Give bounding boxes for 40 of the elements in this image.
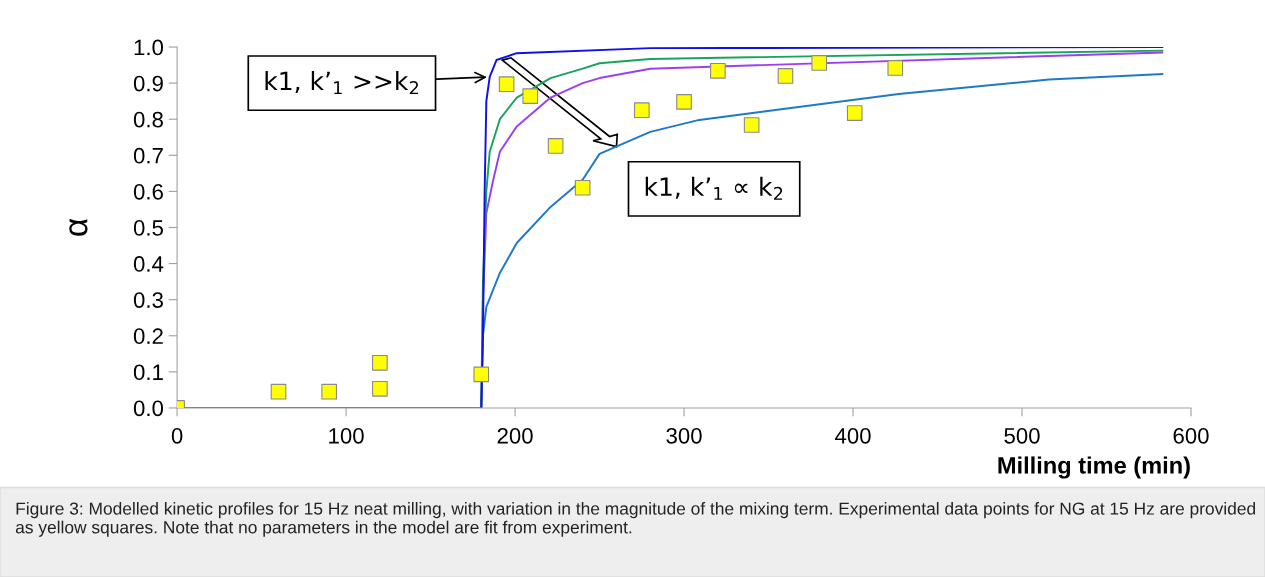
x-tick-label: 400 (835, 427, 871, 444)
y-axis-title: α (69, 218, 88, 236)
y-tick-label: 0.2 (133, 328, 163, 345)
point (887, 60, 904, 76)
x-axis-title: Milling time (min) (998, 456, 1190, 479)
point (522, 88, 539, 104)
point (547, 138, 564, 154)
y-tick-label: 0.6 (133, 183, 163, 200)
point (498, 76, 515, 93)
point (811, 55, 828, 71)
x-tick-label: 200 (497, 427, 533, 444)
x-tick-label: 500 (1004, 427, 1040, 444)
annotation: k1, k’$_{1}$ ∝ k$_{2}$ (645, 176, 783, 200)
y-tick-label: 0.8 (133, 111, 163, 128)
point (321, 383, 338, 400)
y-tick-label: 0.0 (133, 400, 164, 417)
x-tick-label: 600 (1173, 427, 1209, 444)
y-tick-label: 0.3 (133, 292, 163, 308)
x-tick-label: 100 (329, 427, 364, 444)
caption: Figure 3: Modelled kinetic profiles for 15 Hz neat milling, with variation in the magnitude of the mixing term. Experimental data points for NG at 15 Hz are provided as yellow squares. Note that no parameters in the model are fit from experiment. (15, 501, 1256, 537)
y-tick-label: 1.0 (134, 39, 164, 56)
y-tick-label: 0.7 (133, 147, 163, 164)
point (633, 102, 650, 119)
y-tick-label: 0.4 (133, 256, 164, 272)
y-tick-label: 0.1 (133, 364, 163, 381)
point (846, 105, 863, 121)
point (473, 366, 490, 383)
point (743, 117, 760, 133)
point (372, 380, 388, 397)
x-tick-label: 0 (171, 427, 183, 444)
point (676, 94, 692, 110)
point (574, 179, 591, 196)
point (777, 68, 794, 84)
point (372, 354, 388, 371)
y-tick-label: 0.9 (133, 75, 163, 92)
point (270, 383, 287, 400)
y-tick-label: 0.5 (133, 220, 163, 236)
point (710, 63, 726, 79)
annotation: k1, k’$_{1}$ >>k$_{2}$ (265, 71, 418, 95)
x-tick-label: 300 (666, 427, 702, 444)
